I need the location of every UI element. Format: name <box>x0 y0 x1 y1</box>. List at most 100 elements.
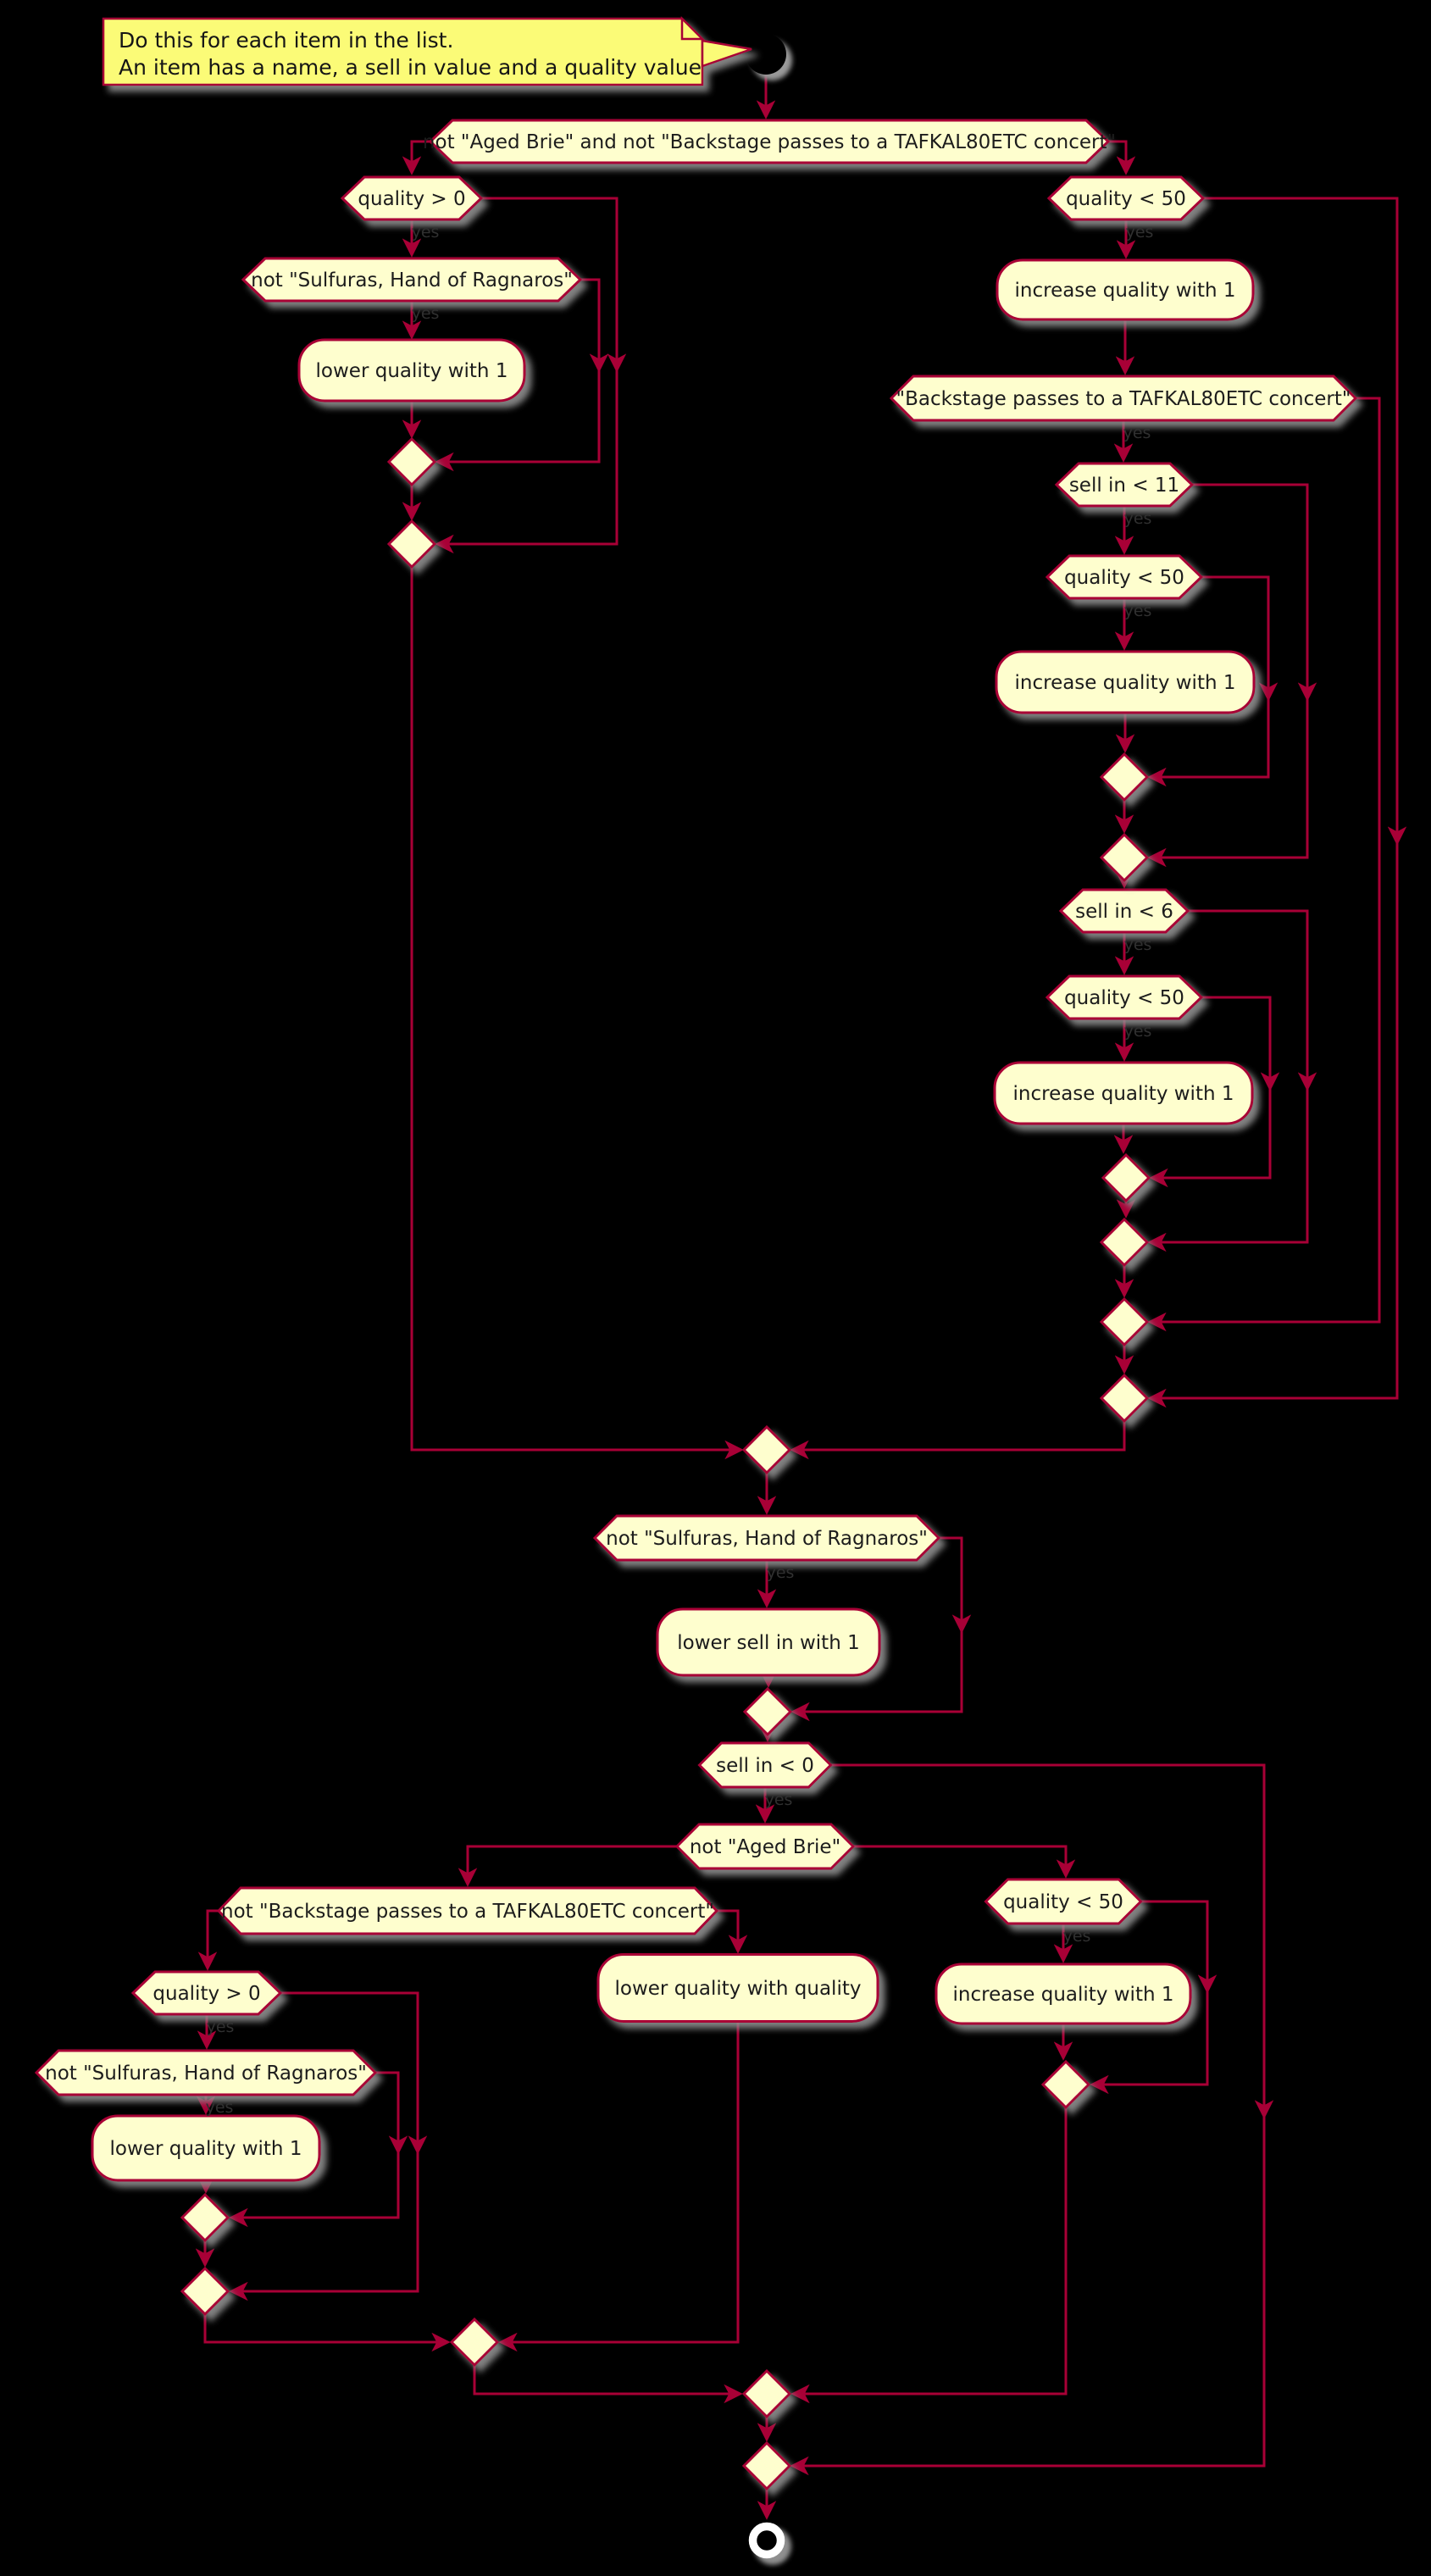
flow-edge <box>402 140 430 175</box>
flow-edge <box>790 2107 1068 2404</box>
merge-diamond-m10 <box>742 1686 793 1737</box>
merge-diamond-m3 <box>741 1424 792 1475</box>
decision-not-sulfuras-label: not "Sulfuras, Hand of Ragnaros" <box>251 269 573 291</box>
flow-edge <box>498 2022 740 2352</box>
yes-label: yes <box>1063 1927 1091 1946</box>
flow-edge <box>1147 397 1381 1332</box>
decision-sell-in-lt-0-label: sell in < 0 <box>716 1755 814 1777</box>
decision-not-aged-brie-and-not-backstage-label: not "Aged Brie" and not "Backstage passe… <box>423 131 1116 153</box>
yes-label: yes <box>1124 509 1152 528</box>
decision-sell-in-lt-6 <box>1058 888 1190 934</box>
merge-diamond-m5 <box>1099 832 1150 883</box>
activity-increase-quality-with-1-3 <box>993 1061 1254 1125</box>
flow-edge <box>853 1845 1076 1879</box>
activity-lower-quality-with-1-2-label: lower quality with 1 <box>110 2138 302 2160</box>
merge-diamond-m4 <box>1099 752 1150 802</box>
decision-quality-lt-50-2-label: quality < 50 <box>1064 567 1184 589</box>
decision-sell-in-lt-0 <box>697 1741 833 1789</box>
activity-increase-quality-with-1-label: increase quality with 1 <box>1015 280 1236 302</box>
flow-edge <box>473 2365 743 2404</box>
merge-diamond-m2 <box>386 519 437 569</box>
decision-quality-gt-0-2-label: quality > 0 <box>153 1983 260 2005</box>
activity-increase-quality-with-1-2-label: increase quality with 1 <box>1015 672 1236 694</box>
yes-label: yes <box>765 1790 793 1809</box>
yes-label: yes <box>207 2018 235 2036</box>
activity-increase-quality-with-1-4 <box>935 1963 1192 2025</box>
merge-diamond-m1 <box>386 436 437 487</box>
decision-sell-in-lt-11 <box>1054 462 1195 508</box>
activity-increase-quality-with-1-3-label: increase quality with 1 <box>1013 1083 1234 1105</box>
decision-quality-gt-0-2 <box>130 1970 283 2016</box>
decision-not-backstage-passes-label: not "Backstage passes to a TAFKAL80ETC c… <box>221 1901 714 1923</box>
flow-edge <box>790 1421 1126 1460</box>
decision-not-backstage-passes <box>216 1886 719 1935</box>
decision-sell-in-lt-11-label: sell in < 11 <box>1069 475 1179 497</box>
merge-diamond-m7 <box>1099 1217 1150 1268</box>
decision-not-sulfuras <box>241 257 583 303</box>
merge-diamond-dr <box>1040 2059 1091 2110</box>
note <box>102 15 752 86</box>
activity-lower-quality-with-quality-label: lower quality with quality <box>615 1978 862 2000</box>
decision-sell-in-lt-6-label: sell in < 6 <box>1075 901 1173 923</box>
note-line-2: An item has a name, a sell in value and … <box>119 55 702 80</box>
yes-label: yes <box>206 2098 234 2117</box>
yes-label: yes <box>1126 223 1154 242</box>
activity-increase-quality-with-1-4-label: increase quality with 1 <box>953 1984 1174 2006</box>
flow-edge <box>790 1763 1266 2476</box>
activity-lower-quality-with-1-2 <box>91 2114 321 2182</box>
merge-diamond-m8 <box>1099 1296 1150 1347</box>
yes-label: yes <box>767 1563 795 1582</box>
yes-label: yes <box>1123 424 1151 442</box>
decision-not-sulfuras-3 <box>34 2049 378 2096</box>
decision-quality-lt-50-4 <box>984 1878 1143 1925</box>
flow-edge <box>717 1909 748 1954</box>
activity-lower-quality-with-1 <box>297 338 526 402</box>
decision-not-sulfuras-2-label: not "Sulfuras, Hand of Ragnaros" <box>606 1528 928 1550</box>
activity-increase-quality-with-1 <box>996 258 1255 321</box>
flow-edge <box>410 567 744 1460</box>
decision-quality-lt-50-label: quality < 50 <box>1066 188 1186 210</box>
decision-backstage-passes-label: "Backstage passes to a TAFKAL80ETC conce… <box>896 388 1351 410</box>
activity-lower-sell-in-with-1 <box>656 1607 881 1677</box>
note-fold <box>680 15 706 41</box>
decision-not-sulfuras-3-label: not "Sulfuras, Hand of Ragnaros" <box>45 2062 367 2085</box>
merge-diamond-d5 <box>741 2440 792 2491</box>
decision-quality-lt-50-2 <box>1045 554 1204 600</box>
start-node <box>746 34 786 75</box>
note-line-1: Do this for each item in the list. <box>119 28 453 53</box>
decision-quality-lt-50-3 <box>1045 974 1204 1020</box>
flow-edge <box>203 2314 451 2352</box>
decision-quality-gt-0-label: quality > 0 <box>358 188 465 210</box>
merge-diamond-d3 <box>449 2317 500 2368</box>
activity-increase-quality-with-1-2 <box>995 650 1256 714</box>
decision-not-aged-brie-and-not-backstage <box>428 119 1111 164</box>
merge-diamond-d1 <box>180 2192 230 2243</box>
flow-edge <box>1147 483 1309 868</box>
yes-label: yes <box>412 304 440 323</box>
end-node <box>748 2522 785 2559</box>
flow-edge <box>197 1909 219 1971</box>
decision-quality-gt-0 <box>340 175 484 221</box>
decision-not-aged-brie <box>674 1823 856 1870</box>
merge-diamond-m9 <box>1099 1373 1150 1424</box>
merge-diamond-m6 <box>1101 1152 1151 1203</box>
decision-quality-lt-50-4-label: quality < 50 <box>1003 1891 1123 1913</box>
yes-label: yes <box>412 223 440 242</box>
flow-edge <box>1147 197 1399 1408</box>
merge-diamond-d4 <box>741 2368 792 2419</box>
flow-edge <box>458 1845 677 1887</box>
activity-lower-quality-with-quality <box>596 1953 879 2023</box>
yes-label: yes <box>1124 935 1152 954</box>
activity-lower-sell-in-with-1-label: lower sell in with 1 <box>677 1632 859 1654</box>
decision-not-sulfuras-2 <box>592 1514 941 1562</box>
yes-label: yes <box>1124 1022 1152 1041</box>
decision-backstage-passes <box>889 375 1358 422</box>
note-pointer <box>701 39 752 68</box>
decision-not-aged-brie-label: not "Aged Brie" <box>690 1836 840 1858</box>
decision-quality-lt-50 <box>1046 175 1206 221</box>
yes-label: yes <box>1124 602 1152 620</box>
flow-edge <box>1108 140 1136 175</box>
flow-edge <box>1147 575 1270 787</box>
